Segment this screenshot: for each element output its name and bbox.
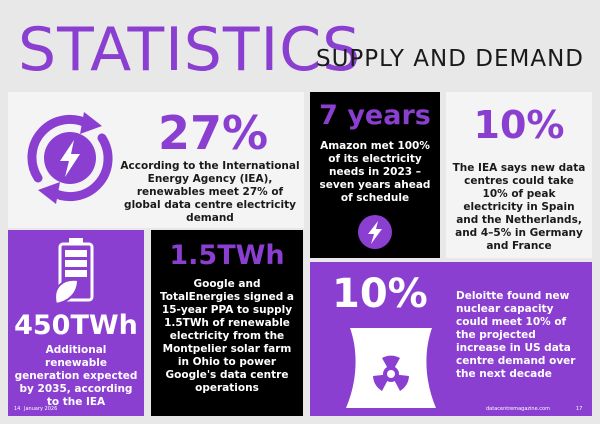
stat-description: Amazon met 100% of its electricity needs…: [319, 140, 431, 204]
stat-card-renewables-share: 27% According to the International Energ…: [8, 92, 304, 228]
stat-value: 10%: [332, 271, 428, 317]
stat-description: Deloitte found new nuclear capacity coul…: [456, 290, 576, 380]
nuclear-plant-icon: [346, 328, 436, 408]
stat-description: According to the International Energy Ag…: [120, 160, 300, 224]
stat-card-amazon: 7 years Amazon met 100% of its electrici…: [310, 92, 440, 258]
renewable-energy-cycle-icon: [27, 112, 113, 204]
stat-description: The IEA says new data centres could take…: [452, 162, 586, 252]
stat-value: 1.5TWh: [169, 240, 285, 271]
stat-value: 450TWh: [14, 310, 138, 341]
page-number-left: 14: [14, 406, 21, 412]
page-title: STATISTICS: [18, 15, 362, 85]
stat-value: 10%: [473, 103, 565, 147]
stat-card-google-ppa: 1.5TWh Google and TotalEnergies signed a…: [151, 230, 303, 416]
stat-card-peak-electricity: 10% The IEA says new data centres could …: [446, 92, 592, 258]
footer-date: January 2026: [24, 406, 58, 412]
page-number-right: 17: [576, 406, 583, 412]
page-subtitle: SUPPLY AND DEMAND: [316, 46, 584, 72]
stat-value: 27%: [158, 106, 269, 160]
stat-description: Google and TotalEnergies signed a 15-yea…: [160, 278, 294, 394]
stat-card-nuclear-capacity: 10% Deloitte found new nuclear capacity …: [310, 262, 592, 416]
stat-card-renewable-generation: 450TWh Additional renewable generation e…: [8, 230, 144, 416]
lightning-icon: [358, 215, 392, 249]
footer-site: datacentremagazine.com: [486, 406, 550, 412]
stat-description: Additional renewable generation expected…: [14, 344, 138, 408]
stat-value: 7 years: [319, 100, 431, 131]
battery-leaf-icon: [54, 238, 94, 304]
